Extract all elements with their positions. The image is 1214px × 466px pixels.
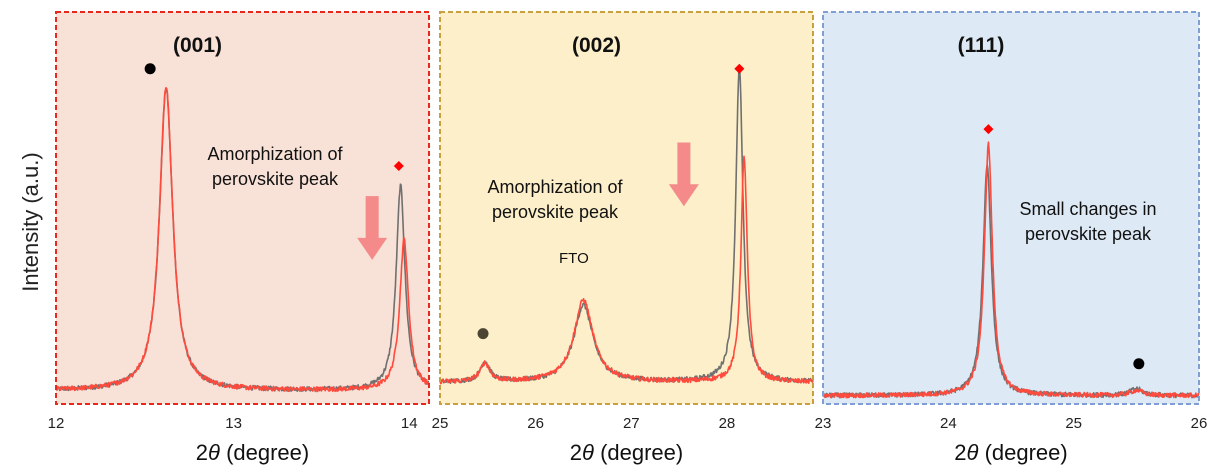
panel-background [440, 12, 813, 404]
panel-background [823, 12, 1199, 404]
annotation-line-0: Small changes in [1019, 199, 1156, 219]
panel-1: (002) Amorphization of perovskite peak FTO 2… [432, 11, 814, 465]
fto-label: FTO [559, 250, 589, 267]
x-axis-label: 2θ (degree) [196, 440, 309, 465]
series-line-red [822, 141, 1200, 399]
perovskite-marker-diamond [734, 63, 745, 74]
down-arrow [357, 196, 388, 260]
x-tick-label: 13 [225, 415, 242, 432]
x-tick-label: 26 [527, 415, 544, 432]
down-arrow [668, 142, 699, 207]
annotation-line-0: Amorphization of [207, 144, 343, 164]
y-axis-label: Intensity (a.u.) [18, 152, 43, 291]
series-line-red [55, 86, 430, 393]
annotation-line-1: perovskite peak [492, 202, 619, 222]
panel-title: (111) [958, 34, 1005, 57]
x-axis-label: 2θ (degree) [570, 440, 683, 465]
phase-marker-circle [477, 328, 489, 340]
x-tick-label: 25 [1065, 415, 1082, 432]
x-tick-label: 23 [815, 415, 832, 432]
x-axis-label: 2θ (degree) [954, 440, 1067, 465]
phase-marker-circle [144, 63, 156, 75]
phase-marker-circle [1133, 358, 1145, 370]
panel-border [822, 11, 1200, 405]
x-tick-label: 26 [1191, 415, 1208, 432]
annotation-line-0: Amorphization of [487, 177, 623, 197]
x-tick-label: 24 [940, 415, 957, 432]
panel-2: (111) Small changes in perovskite peak 23 24… [815, 11, 1208, 465]
x-tick-label: 25 [432, 415, 449, 432]
panel-title: (001) [173, 34, 222, 57]
x-tick-label: 27 [623, 415, 640, 432]
panel-0: (001) Amorphization of perovskite peak 12 13… [48, 11, 430, 465]
perovskite-marker-diamond [393, 160, 404, 171]
panel-title: (002) [572, 34, 621, 57]
panels: (001) Amorphization of perovskite peak 12 13… [48, 11, 1208, 465]
x-tick-label: 14 [401, 415, 418, 432]
panel-border [55, 11, 430, 405]
panel-border [439, 11, 814, 405]
perovskite-marker-diamond [983, 124, 994, 135]
series-line-red [439, 155, 814, 385]
x-tick-label: 12 [48, 415, 65, 432]
annotation-line-1: perovskite peak [212, 169, 339, 189]
annotation-line-1: perovskite peak [1025, 224, 1152, 244]
x-tick-label: 28 [719, 415, 736, 432]
